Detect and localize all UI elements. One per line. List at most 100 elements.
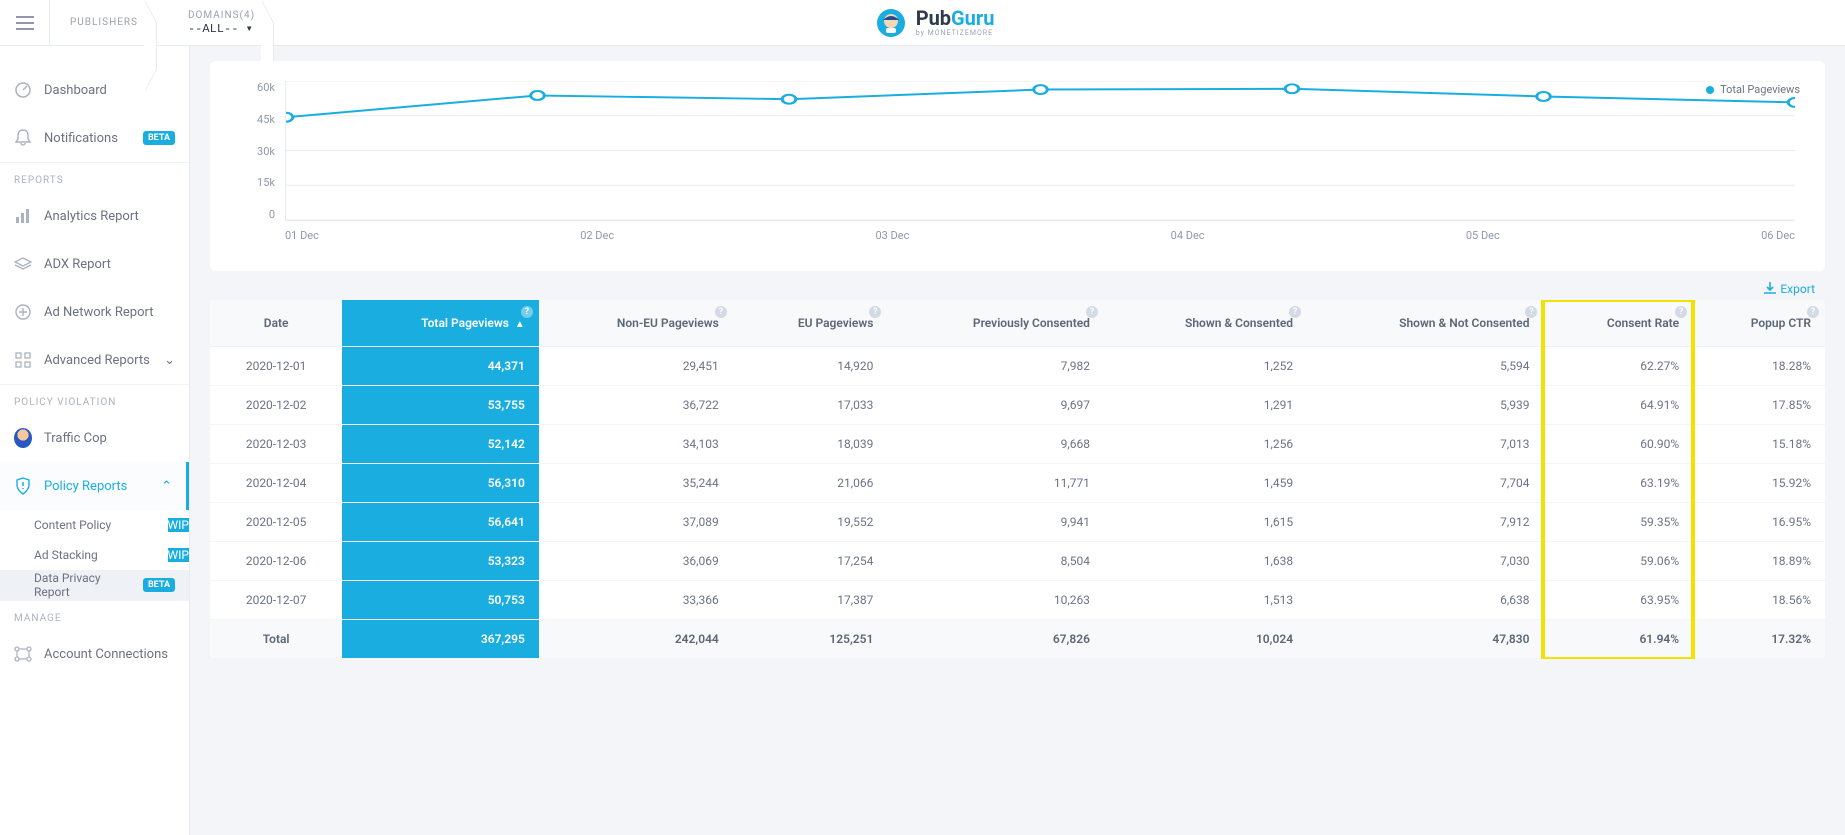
column-header[interactable]: Shown & Consented?: [1104, 300, 1307, 347]
label: Data Privacy Report: [34, 571, 131, 599]
table-cell: 18.89%: [1693, 542, 1825, 581]
sidebar-item-advanced[interactable]: Advanced Reports ⌄: [0, 336, 189, 384]
table-cell: 1,513: [1104, 581, 1307, 620]
line-chart: 60k45k30k15k0 01 Dec02 Dec03 Dec04 Dec05…: [230, 81, 1805, 261]
sidebar-item-adx[interactable]: ADX Report: [0, 240, 189, 288]
help-icon[interactable]: ?: [1525, 306, 1537, 318]
table-row: 2020-12-0253,75536,72217,0339,6971,2915,…: [210, 386, 1825, 425]
column-header[interactable]: Date: [210, 300, 342, 347]
table-cell: 8,504: [887, 542, 1104, 581]
table-cell: 44,371: [342, 347, 539, 386]
help-icon[interactable]: ?: [715, 306, 727, 318]
sidebar-item-notifications[interactable]: Notifications BETA: [0, 114, 189, 162]
sidebar-sub-ad-stacking[interactable]: Ad Stacking WIP: [0, 540, 189, 570]
x-tick: 06 Dec: [1761, 229, 1795, 242]
help-icon[interactable]: ?: [1675, 306, 1687, 318]
table-cell: 18,039: [733, 425, 888, 464]
layers-icon: [14, 255, 32, 273]
table-cell: 2020-12-03: [210, 425, 342, 464]
table-total-row: Total367,295242,044125,25167,82610,02447…: [210, 620, 1825, 659]
y-tick: 60k: [230, 81, 275, 94]
table-cell: 5,594: [1307, 347, 1543, 386]
chart-plot-area: [285, 81, 1795, 221]
table-cell: 63.95%: [1543, 581, 1693, 620]
export-button[interactable]: Export: [190, 281, 1845, 300]
table-cell: 52,142: [342, 425, 539, 464]
table-row: 2020-12-0750,75333,36617,38710,2631,5136…: [210, 581, 1825, 620]
column-header[interactable]: Consent Rate?: [1543, 300, 1693, 347]
column-header[interactable]: Previously Consented?: [887, 300, 1104, 347]
publishers-label: PUBLISHERS: [70, 17, 138, 28]
sidebar-item-trafficcop[interactable]: Traffic Cop: [0, 414, 189, 462]
column-header[interactable]: Popup CTR?: [1693, 300, 1825, 347]
wip-badge: WIP: [168, 548, 189, 562]
table-cell: 125,251: [733, 620, 888, 659]
brand-logo[interactable]: PubGuru by MONETIZEMORE: [285, 8, 1585, 38]
table-cell: 2020-12-02: [210, 386, 342, 425]
table-cell: 21,066: [733, 464, 888, 503]
menu-toggle[interactable]: [0, 0, 50, 46]
table-cell: 36,722: [539, 386, 733, 425]
sidebar: Dashboard Notifications BETA REPORTS Ana…: [0, 46, 190, 835]
table-cell: 1,638: [1104, 542, 1307, 581]
table-cell: 53,755: [342, 386, 539, 425]
column-header[interactable]: Shown & Not Consented?: [1307, 300, 1543, 347]
breadcrumb-domains[interactable]: DOMAINS(4) --ALL-- ▾: [168, 0, 285, 46]
table-cell: 11,771: [887, 464, 1104, 503]
x-tick: 04 Dec: [1171, 229, 1205, 242]
sidebar-item-analytics[interactable]: Analytics Report: [0, 192, 189, 240]
x-axis-labels: 01 Dec02 Dec03 Dec04 Dec05 Dec06 Dec: [285, 229, 1795, 242]
sidebar-item-policyreports[interactable]: Policy Reports ⌃: [0, 462, 189, 510]
table-cell: 16.95%: [1693, 503, 1825, 542]
table-cell: 34,103: [539, 425, 733, 464]
sidebar-item-adnetwork[interactable]: Ad Network Report: [0, 288, 189, 336]
table-cell: 36,069: [539, 542, 733, 581]
table-cell: 56,310: [342, 464, 539, 503]
topbar: PUBLISHERS DOMAINS(4) --ALL-- ▾ PubGuru …: [0, 0, 1845, 46]
table-row: 2020-12-0352,14234,10318,0399,6681,2567,…: [210, 425, 1825, 464]
table-cell: 7,704: [1307, 464, 1543, 503]
help-icon[interactable]: ?: [521, 306, 533, 318]
sidebar-item-account-connections[interactable]: Account Connections: [0, 630, 189, 678]
help-icon[interactable]: ?: [1289, 306, 1301, 318]
table-cell: 17.85%: [1693, 386, 1825, 425]
sidebar-sub-content-policy[interactable]: Content Policy WIP: [0, 510, 189, 540]
table-cell: 53,323: [342, 542, 539, 581]
table-cell: 61.94%: [1543, 620, 1693, 659]
table-cell: 62.27%: [1543, 347, 1693, 386]
table-row: 2020-12-0556,64137,08919,5529,9411,6157,…: [210, 503, 1825, 542]
data-table: DateTotal Pageviews▲?Non-EU Pageviews?EU…: [210, 300, 1825, 659]
breadcrumb-publishers[interactable]: PUBLISHERS: [50, 0, 168, 46]
table-cell: 9,941: [887, 503, 1104, 542]
logo-icon: [876, 8, 906, 38]
section-reports: REPORTS: [0, 162, 189, 192]
table-cell: 17,254: [733, 542, 888, 581]
x-tick: 02 Dec: [580, 229, 614, 242]
help-icon[interactable]: ?: [1807, 306, 1819, 318]
sidebar-sub-data-privacy[interactable]: Data Privacy Report BETA: [0, 570, 189, 600]
help-icon[interactable]: ?: [1086, 306, 1098, 318]
table-cell: 1,252: [1104, 347, 1307, 386]
export-label: Export: [1780, 282, 1815, 296]
table-cell: 63.19%: [1543, 464, 1693, 503]
table-cell: 17,387: [733, 581, 888, 620]
table-cell: 1,291: [1104, 386, 1307, 425]
pageviews-chart-card: Total Pageviews 60k45k30k15k0 01 Dec02 D…: [210, 61, 1825, 271]
table-cell: 33,366: [539, 581, 733, 620]
help-icon[interactable]: ?: [869, 306, 881, 318]
column-header[interactable]: Total Pageviews▲?: [342, 300, 539, 347]
x-tick: 03 Dec: [875, 229, 909, 242]
column-header[interactable]: Non-EU Pageviews?: [539, 300, 733, 347]
table-cell: 64.91%: [1543, 386, 1693, 425]
table-cell: 7,982: [887, 347, 1104, 386]
table-cell: 59.35%: [1543, 503, 1693, 542]
beta-badge: BETA: [143, 578, 175, 592]
table-cell: 15.18%: [1693, 425, 1825, 464]
table-cell: 2020-12-01: [210, 347, 342, 386]
brand-sub: by MONETIZEMORE: [916, 30, 995, 37]
bell-icon: [14, 129, 32, 147]
label: ADX Report: [44, 257, 175, 272]
label: Ad Network Report: [44, 305, 175, 320]
column-header[interactable]: EU Pageviews?: [733, 300, 888, 347]
table-cell: 7,013: [1307, 425, 1543, 464]
